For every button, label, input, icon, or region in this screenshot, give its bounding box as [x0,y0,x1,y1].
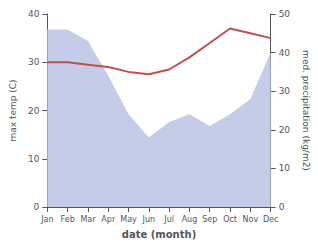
svg-text:10: 10 [279,163,291,173]
svg-text:Oct: Oct [223,215,237,224]
svg-text:med. precipitation (kg/m2): med. precipitation (kg/m2) [301,50,311,171]
svg-text:Dec: Dec [263,215,278,224]
svg-text:Jun: Jun [142,215,156,224]
svg-text:50: 50 [279,9,291,19]
svg-text:Jul: Jul [163,215,174,224]
svg-text:Feb: Feb [61,215,75,224]
svg-text:Aug: Aug [182,215,198,224]
svg-text:40: 40 [279,48,291,58]
svg-text:Sep: Sep [202,215,217,224]
svg-text:date (month): date (month) [122,229,196,240]
svg-text:0: 0 [34,202,40,212]
svg-text:Jan: Jan [40,215,53,224]
svg-text:Apr: Apr [101,215,116,224]
svg-text:10: 10 [28,154,40,164]
svg-text:max temp (C): max temp (C) [8,79,18,141]
svg-text:May: May [120,215,137,224]
svg-text:30: 30 [28,57,40,67]
svg-text:30: 30 [279,86,291,96]
svg-text:20: 20 [279,125,291,135]
svg-text:20: 20 [28,106,40,116]
svg-text:40: 40 [28,9,40,19]
svg-text:0: 0 [279,202,285,212]
svg-text:Nov: Nov [243,215,259,224]
svg-text:Mar: Mar [80,215,96,224]
